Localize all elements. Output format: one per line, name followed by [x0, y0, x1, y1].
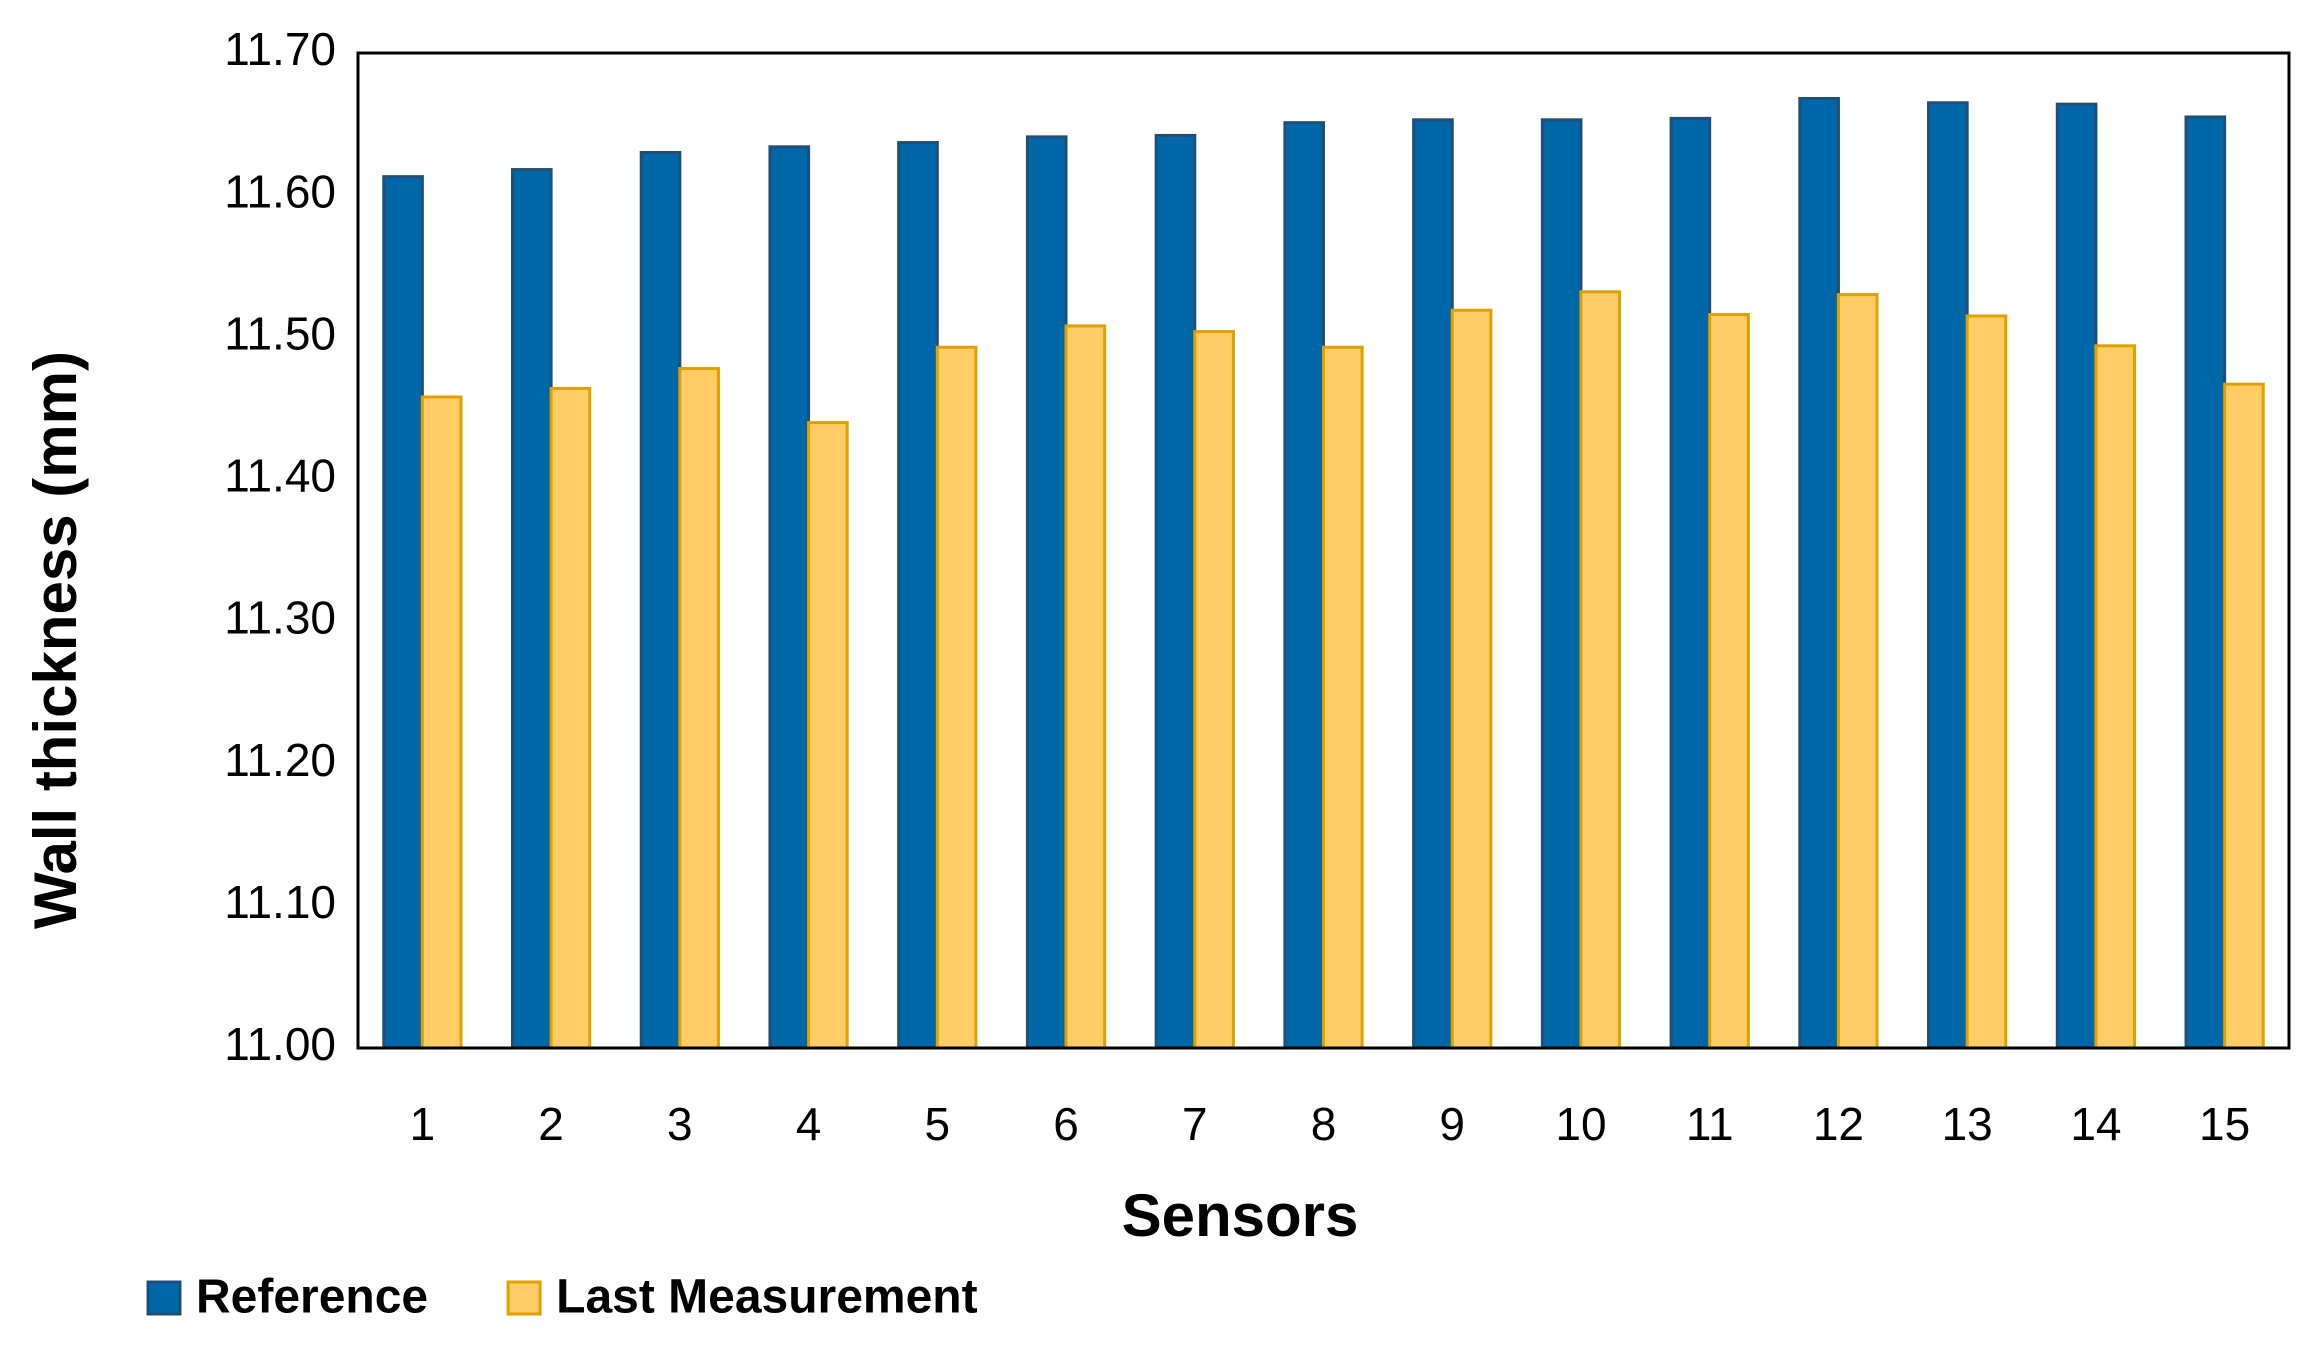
bar	[420, 395, 463, 1050]
bar	[935, 345, 978, 1050]
x-tick-label: 14	[2070, 1098, 2121, 1150]
bar	[1450, 308, 1493, 1050]
x-tick-label: 5	[925, 1098, 951, 1150]
bar	[1412, 118, 1454, 1050]
bar	[1965, 314, 2008, 1050]
bar	[1927, 101, 1969, 1050]
x-axis-title: Sensors	[1122, 1182, 1359, 1249]
y-tick-label: 11.40	[224, 450, 336, 502]
x-tick-label: 2	[538, 1098, 564, 1150]
x-tick-label: 7	[1182, 1098, 1208, 1150]
bar	[1283, 121, 1326, 1050]
y-tick-label: 11.50	[224, 307, 336, 359]
x-tick-label: 9	[1439, 1098, 1465, 1150]
bar	[1154, 133, 1197, 1050]
x-tick-label: 8	[1311, 1098, 1337, 1150]
bar	[1579, 290, 1622, 1050]
y-tick-label: 11.60	[224, 165, 336, 217]
y-tick-label: 11.30	[224, 592, 336, 644]
legend-label: Last Measurement	[556, 1271, 977, 1324]
y-tick-label: 11.00	[224, 1018, 336, 1070]
plot-frame	[356, 51, 2291, 1050]
bar	[2184, 115, 2227, 1050]
x-tick-label: 10	[1555, 1098, 1606, 1150]
bar	[897, 141, 939, 1050]
legend-label: Reference	[196, 1271, 428, 1324]
x-tick-label: 12	[1813, 1098, 1864, 1150]
legend-swatch	[506, 1280, 542, 1316]
y-tick-label: 11.20	[224, 734, 336, 786]
x-tick-label: 1	[410, 1098, 436, 1150]
bar	[382, 175, 424, 1050]
bar	[1669, 116, 1712, 1050]
y-axis-title: Wall thickness (mm)	[22, 351, 89, 929]
bar	[549, 386, 592, 1050]
x-tick-label: 6	[1053, 1098, 1079, 1150]
bar	[1836, 293, 1879, 1050]
x-tick-label: 3	[667, 1098, 693, 1150]
bar	[510, 168, 553, 1050]
legend-swatch	[146, 1280, 182, 1316]
bar	[1798, 96, 1840, 1050]
bar	[2223, 382, 2265, 1050]
bar	[1322, 345, 1364, 1050]
bar	[639, 151, 682, 1050]
y-tick-label: 11.70	[224, 23, 336, 75]
bar	[678, 367, 720, 1050]
bar	[1708, 313, 1750, 1050]
x-tick-label: 13	[1942, 1098, 1993, 1150]
bar	[768, 145, 811, 1050]
x-tick-label: 15	[2199, 1098, 2250, 1150]
x-tick-label: 4	[796, 1098, 822, 1150]
bar	[2055, 102, 2098, 1050]
bar	[1193, 330, 1235, 1050]
bar	[1064, 324, 1107, 1050]
y-tick-label: 11.10	[224, 876, 336, 928]
bar	[807, 421, 849, 1050]
bar	[2094, 344, 2137, 1050]
x-tick-label: 11	[1686, 1098, 1734, 1150]
bar	[1540, 118, 1583, 1050]
bar	[1025, 135, 1068, 1050]
